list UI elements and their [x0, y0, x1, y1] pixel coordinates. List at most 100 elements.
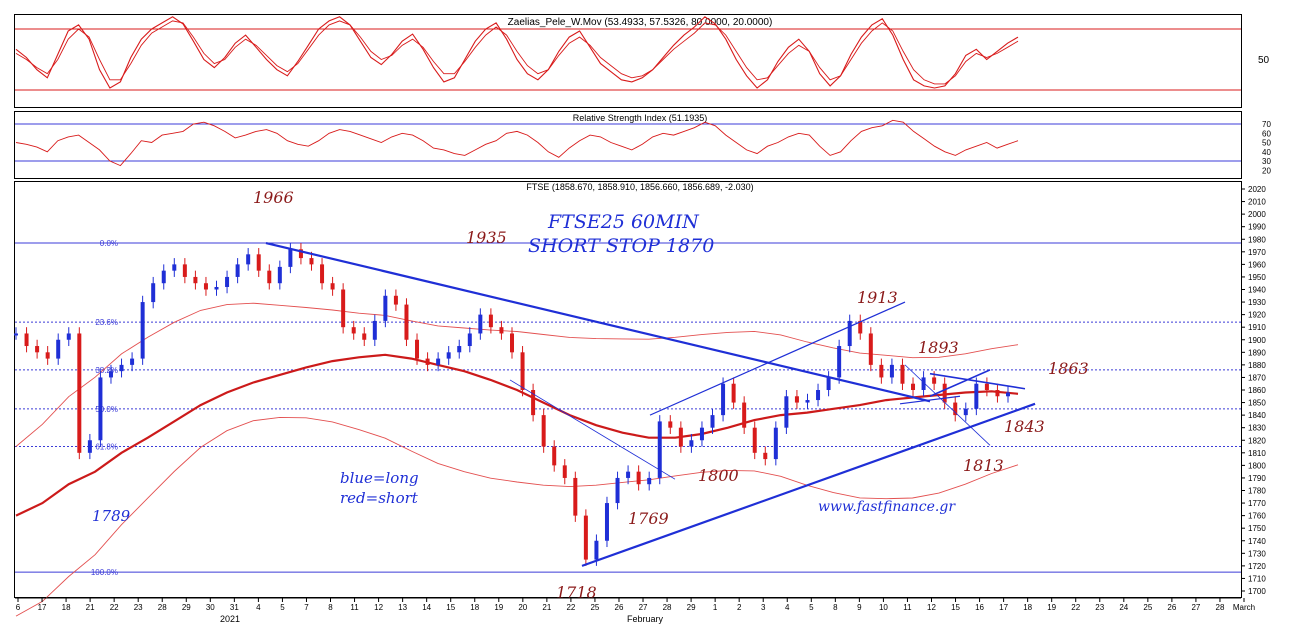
price-ytick: 1890: [1248, 348, 1266, 357]
price-bar-body: [56, 339, 61, 359]
price-bar-body: [14, 333, 18, 336]
annotation-text: FTSE25 60MIN: [547, 211, 700, 233]
price-ytick: 1750: [1248, 524, 1266, 533]
price-bar-body: [425, 358, 430, 365]
annotation-text: SHORT STOP 1870: [528, 235, 714, 257]
price-bar-body: [457, 346, 462, 353]
x-tick-label: 9: [857, 603, 862, 612]
price-bar-body: [267, 270, 272, 284]
price-bar-body: [98, 377, 103, 441]
x-tick-label: 23: [134, 603, 143, 612]
price-bar-body: [372, 320, 377, 340]
x-tick-label: 18: [62, 603, 71, 612]
price-bar-body: [520, 352, 525, 390]
month-label-february: February: [627, 614, 664, 624]
fib-level-label: 50.0%: [95, 405, 118, 414]
price-ytick: 1950: [1248, 273, 1266, 282]
trendline: [649, 301, 906, 416]
x-tick-label: 19: [1047, 603, 1056, 612]
price-bar-body: [647, 477, 652, 485]
annotation-text: 1893: [918, 338, 959, 357]
price-bar-body: [214, 286, 219, 290]
oscillator-line-0: [15, 16, 1019, 89]
price-bar-body: [246, 254, 251, 265]
x-tick-label: 15: [951, 603, 960, 612]
price-ytick: 1960: [1248, 260, 1266, 269]
x-tick-label: 22: [566, 603, 575, 612]
price-bar-body: [626, 471, 631, 478]
annotation-text: 1966: [253, 188, 294, 207]
annotation-text: 1769: [628, 509, 669, 528]
price-ytick: 1760: [1248, 512, 1266, 521]
trendline: [509, 379, 676, 480]
moving-average-line: [15, 353, 1019, 517]
x-tick-label: 23: [1095, 603, 1104, 612]
x-tick-label: 12: [374, 603, 383, 612]
price-bar-body: [879, 364, 884, 378]
rsi-ytick: 50: [1262, 139, 1271, 148]
price-ytick: 1850: [1248, 399, 1266, 408]
price-ytick: 1820: [1248, 436, 1266, 445]
x-tick-label: 17: [38, 603, 47, 612]
price-bar-body: [130, 358, 135, 365]
price-bar-body: [858, 320, 863, 334]
x-tick-label: 8: [833, 603, 838, 612]
x-tick-label: 5: [280, 603, 285, 612]
x-tick-label: 27: [1191, 603, 1200, 612]
price-ytick: 1770: [1248, 499, 1266, 508]
x-axis: 6 17 18 21 22 23 28 29 30 31 4 5 7 8 11 12 13 14 15 18 19 20 2…: [15, 597, 1255, 624]
fib-level-label: 38.2%: [95, 366, 118, 375]
x-tick-label: 10: [879, 603, 888, 612]
x-tick-label: 17: [999, 603, 1008, 612]
price-bar-body: [974, 383, 979, 409]
price-ytick: 1790: [1248, 474, 1266, 483]
x-tick-label: 27: [639, 603, 648, 612]
price-bar-body: [467, 333, 472, 347]
price-bar-body: [193, 276, 198, 284]
x-tick-label: 6: [16, 603, 21, 612]
price-bar-body: [140, 302, 145, 359]
price-bar-body: [108, 371, 113, 378]
trendline: [929, 372, 1026, 390]
lower-band-line: [15, 416, 1019, 617]
annotation-text: 1913: [857, 288, 898, 307]
price-bar-body: [752, 427, 757, 453]
price-bar-body: [604, 503, 609, 541]
price-bar-body: [889, 364, 894, 378]
price-bar-body: [932, 377, 937, 384]
price-ytick: 1900: [1248, 336, 1266, 345]
price-bar-body: [773, 427, 778, 460]
price-bar-body: [541, 415, 546, 447]
annotation-text: www.fastfinance.gr: [818, 499, 956, 515]
annotation-text: 1935: [466, 228, 507, 247]
price-bar-body: [225, 276, 230, 287]
price-bar-body: [731, 383, 736, 403]
price-bar-body: [235, 264, 240, 277]
fib-level-label: 100.0%: [91, 568, 118, 577]
price-bar-body: [911, 383, 916, 390]
price-bar-body: [151, 283, 156, 303]
trendline: [899, 395, 961, 405]
price-bar-body: [953, 402, 958, 416]
upper-band-line: [15, 302, 1019, 447]
x-tick-label: 18: [470, 603, 479, 612]
x-tick-label: 26: [1167, 603, 1176, 612]
trendline: [929, 369, 991, 398]
annotation-text: 1843: [1004, 417, 1045, 436]
x-tick-label: 28: [158, 603, 167, 612]
month-label-2021: 2021: [220, 614, 240, 624]
price-bar-body: [35, 346, 40, 353]
price-bar-body: [341, 289, 346, 328]
price-ytick: 1710: [1248, 574, 1266, 583]
annotation-text: blue=long: [340, 469, 419, 487]
price-bar-body: [256, 254, 261, 271]
price-bar-body: [499, 327, 504, 334]
price-bar-body: [763, 452, 768, 460]
price-bar-body: [488, 314, 493, 328]
price-panel: FTSE (1858.670, 1858.910, 1856.660, 1856…: [14, 182, 1266, 617]
x-tick-label: 26: [615, 603, 624, 612]
fib-level-label: 61.8%: [95, 443, 118, 452]
price-bar-body: [594, 540, 599, 560]
x-tick-label: 16: [975, 603, 984, 612]
rsi-ytick: 20: [1262, 166, 1271, 175]
